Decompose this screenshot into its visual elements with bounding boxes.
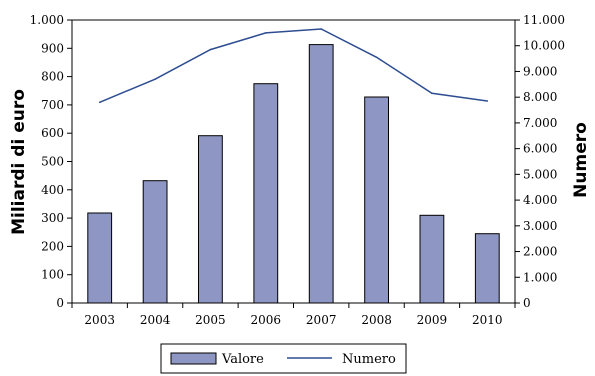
legend-label-valore: Valore	[221, 352, 264, 367]
right-tick-label: 2.000	[523, 245, 557, 259]
bar-2003	[87, 212, 113, 304]
right-tick-label: 1.000	[523, 270, 557, 284]
left-tick-label: 100	[41, 268, 64, 282]
point-numero-2004	[154, 78, 156, 80]
bar-2004	[142, 180, 168, 304]
bar-2006	[253, 83, 279, 304]
left-tick-label: 0	[56, 296, 64, 310]
bar-2007	[308, 44, 334, 304]
x-axis-ticks: 2003 2004 2005 2006 2007 2008 2009 2010	[71, 303, 516, 327]
x-tick-label: 2010	[472, 313, 503, 327]
bar-2008	[364, 96, 390, 304]
point-numero-2009	[431, 92, 433, 95]
legend-label-numero: Numero	[342, 352, 396, 367]
right-axis-title: Numero	[571, 122, 591, 198]
point-numero-2008	[375, 56, 378, 59]
line-series-numero	[98, 28, 489, 104]
right-tick-label: 9.000	[523, 64, 557, 78]
left-tick-label: 400	[41, 183, 64, 197]
x-tick-label: 2004	[140, 313, 171, 327]
left-tick-label: 800	[41, 70, 64, 84]
bar-2009	[419, 214, 445, 304]
line-numero	[99, 28, 488, 103]
left-tick-label: 700	[41, 98, 64, 112]
x-tick-label: 2007	[306, 313, 337, 327]
right-axis-ticks: 0 1.000 2.000 3.000 4.000 5.000 6.000 7.000 8.00…	[515, 13, 565, 310]
point-numero-2005	[209, 48, 212, 51]
point-numero-2003	[98, 101, 101, 104]
x-tick-label: 2005	[195, 313, 226, 327]
bar-2005	[198, 135, 223, 304]
bar-2010	[474, 233, 500, 304]
right-tick-label: 3.000	[523, 219, 557, 233]
x-tick-label: 2008	[361, 313, 392, 327]
left-tick-label: 300	[41, 211, 64, 225]
right-tick-label: 4.000	[523, 193, 557, 207]
left-axis-ticks: 0 100 200 300 400 500 600 700 800 900 1.000	[30, 13, 72, 310]
left-axis-title: Miliardi di euro	[9, 89, 29, 235]
left-tick-label: 600	[41, 126, 64, 140]
plot-frame	[71, 19, 516, 304]
bar-series-valore	[87, 44, 500, 304]
x-tick-label: 2006	[251, 313, 282, 327]
point-numero-2007	[320, 28, 323, 30]
point-numero-2010	[486, 100, 489, 102]
x-tick-label: 2003	[84, 313, 115, 327]
right-tick-label: 6.000	[523, 142, 557, 156]
point-numero-2006	[265, 32, 267, 34]
right-tick-label: 10.000	[523, 39, 565, 53]
plot-border	[71, 19, 516, 304]
x-tick-label: 2009	[417, 313, 448, 327]
left-tick-label: 200	[41, 239, 64, 253]
left-tick-label: 500	[41, 155, 64, 169]
left-tick-label: 1.000	[30, 13, 64, 27]
legend-swatch-valore	[170, 352, 217, 365]
right-tick-label: 5.000	[523, 167, 557, 181]
right-tick-label: 8.000	[523, 90, 557, 104]
right-tick-label: 7.000	[523, 116, 557, 130]
left-tick-label: 900	[41, 41, 64, 55]
legend: Valore Numero	[160, 343, 407, 374]
right-tick-label: 11.000	[523, 13, 565, 27]
right-tick-label: 0	[523, 296, 531, 310]
